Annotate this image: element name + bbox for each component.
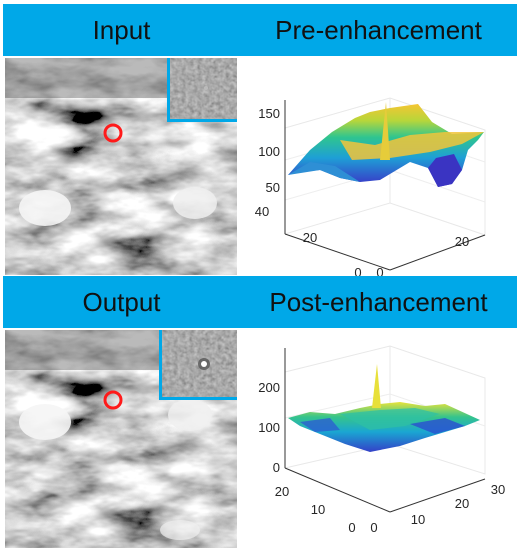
target-marker <box>103 390 123 410</box>
y-tick: 20 <box>303 230 317 245</box>
z-tick: 200 <box>258 380 280 395</box>
pre-enhancement-surface-plot: 50 100 150 0 20 40 0 20 <box>255 97 486 280</box>
y-tick: 20 <box>275 484 289 499</box>
top-banner: Input Pre-enhancement <box>3 4 517 56</box>
x-tick: 30 <box>491 482 505 497</box>
z-tick: 100 <box>258 420 280 435</box>
x-axis <box>284 467 391 513</box>
bottom-banner: Output Post-enhancement <box>3 276 517 328</box>
y-tick: 40 <box>255 204 269 219</box>
input-zoom-inset <box>167 58 237 122</box>
output-zoom-inset <box>159 330 237 400</box>
output-label: Output <box>82 287 161 317</box>
post-enhancement-surface-plot: 0 100 200 0 10 20 0 10 20 30 <box>258 345 505 535</box>
y-axis <box>389 478 486 513</box>
x-tick: 0 <box>370 520 377 535</box>
pre-enhancement-label: Pre-enhancement <box>275 15 482 45</box>
input-infrared-image <box>5 58 237 275</box>
x-axis <box>284 233 391 271</box>
z-tick: 0 <box>273 460 280 475</box>
target-marker <box>103 123 123 143</box>
input-label: Input <box>92 15 151 45</box>
z-tick: 100 <box>258 144 280 159</box>
y-tick: 0 <box>348 520 355 535</box>
z-tick: 50 <box>266 180 280 195</box>
y-tick: 0 <box>354 265 361 280</box>
z-tick: 150 <box>258 106 280 121</box>
y-tick: 10 <box>311 502 325 517</box>
post-enhancement-label: Post-enhancement <box>269 287 488 317</box>
output-infrared-image <box>5 330 237 548</box>
x-tick: 0 <box>376 265 383 280</box>
x-tick: 20 <box>455 496 469 511</box>
x-tick: 10 <box>411 512 425 527</box>
y-axis <box>389 234 486 271</box>
x-tick: 20 <box>455 234 469 249</box>
